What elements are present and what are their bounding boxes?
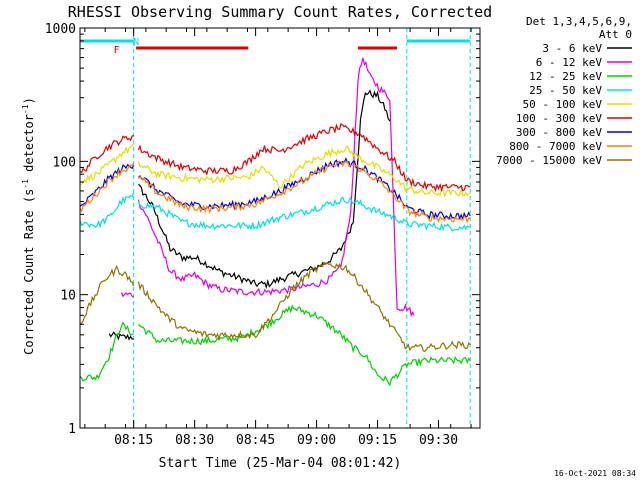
chart-title: RHESSI Observing Summary Count Rates, Co… xyxy=(68,3,492,21)
legend-entry-label: 7000 - 15000 keV xyxy=(496,154,602,167)
series-line xyxy=(79,321,134,382)
series-line xyxy=(138,304,471,387)
y-label-sup2: -1 xyxy=(21,104,30,114)
series-line xyxy=(79,265,135,326)
x-tick-label: 09:15 xyxy=(358,433,397,448)
x-tick-label: 09:30 xyxy=(419,433,458,448)
y-tick-label: 100 xyxy=(53,155,76,170)
y-label-end: ) xyxy=(22,97,36,104)
y-label-main: Corrected Count Rate (s xyxy=(22,189,36,355)
y-label-sup1: -1 xyxy=(21,179,30,189)
legend-entry-label: 50 - 100 keV xyxy=(523,98,603,111)
flare-flag-label: F xyxy=(114,45,120,56)
x-axis-label: Start Time (25-Mar-04 08:01:42) xyxy=(159,456,402,471)
legend-entry-label: 6 - 12 keV xyxy=(536,56,603,69)
legend-entry-label: 25 - 50 keV xyxy=(529,84,602,97)
series-line xyxy=(79,162,135,213)
series-line xyxy=(137,123,471,193)
series-line xyxy=(108,331,134,341)
legend-entry-label: 300 - 800 keV xyxy=(516,126,602,139)
x-tick-label: 08:30 xyxy=(175,433,214,448)
series-line xyxy=(79,142,135,185)
legend-entry-label: 100 - 300 keV xyxy=(516,112,602,125)
legend-entry-label: 3 - 6 keV xyxy=(542,42,602,55)
series-line xyxy=(137,196,471,232)
x-tick-label: 09:00 xyxy=(297,433,336,448)
y-tick-label: 1 xyxy=(68,422,76,437)
x-tick-label: 08:15 xyxy=(114,433,153,448)
series-line xyxy=(79,192,135,229)
y-tick-label: 1000 xyxy=(45,22,76,37)
x-tick-label: 08:45 xyxy=(236,433,275,448)
legend-entry-label: 12 - 25 keV xyxy=(529,70,602,83)
series-line xyxy=(120,292,135,298)
legend-header-line1: Det 1,3,4,5,6,9, xyxy=(526,15,632,28)
series-line xyxy=(79,134,134,174)
svg-text:Corrected Count Rate (s-1 dete: Corrected Count Rate (s-1 detector-1) xyxy=(21,97,36,355)
y-tick-label: 10 xyxy=(60,289,76,304)
series-line xyxy=(138,160,471,224)
night-flag-label: N xyxy=(133,37,139,48)
series-line xyxy=(137,145,471,198)
series-line xyxy=(137,57,415,318)
plot-area: F N 1 10 100 1000 08:15 08:30 08:45 09:00 09:15 09:… xyxy=(45,22,481,448)
y-axis-label: Corrected Count Rate (s-1 detector-1) xyxy=(21,97,36,355)
plot-frame xyxy=(79,27,481,429)
timestamp: 16-Oct-2021 08:34 xyxy=(554,469,636,478)
legend-header-line2: Att 0 xyxy=(599,28,632,41)
y-label-mid: detector xyxy=(22,114,36,179)
legend-entry-label: 800 - 7000 keV xyxy=(509,140,602,153)
series-line xyxy=(137,261,471,352)
